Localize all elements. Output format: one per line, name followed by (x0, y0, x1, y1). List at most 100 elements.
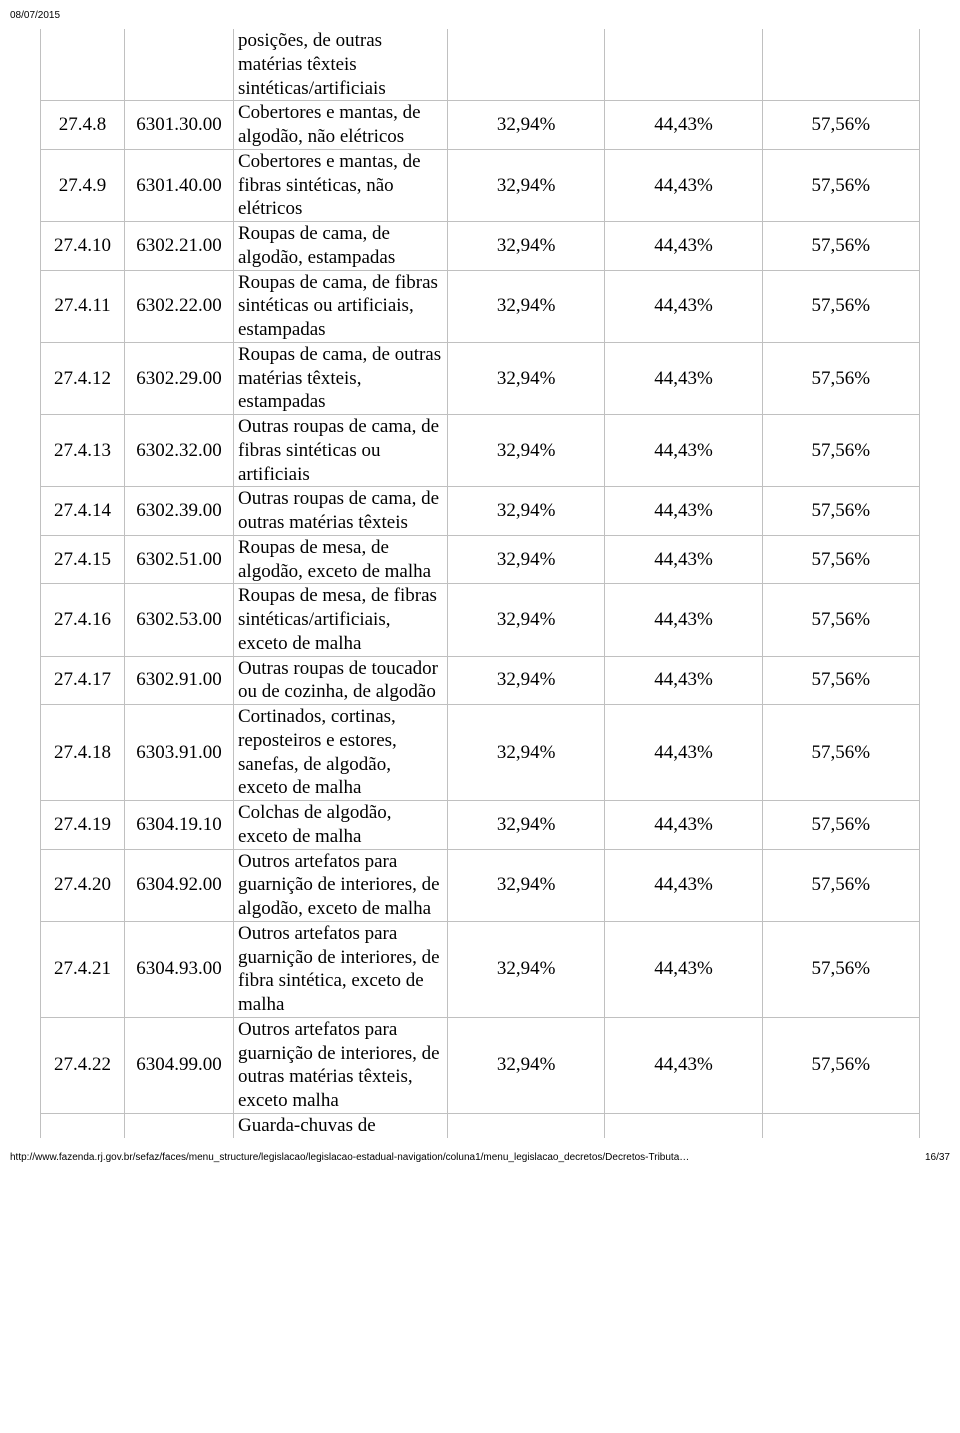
table-row: 27.4.216304.93.00Outros artefatos para g… (41, 921, 920, 1017)
cell-item-number: 27.4.9 (41, 149, 125, 221)
cell-percent-3: 57,56% (762, 487, 919, 536)
cell-percent-1: 32,94% (448, 342, 605, 414)
cell-percent-2: 44,43% (605, 415, 762, 487)
cell-percent-3: 57,56% (762, 1017, 919, 1113)
cell-percent-2: 44,43% (605, 487, 762, 536)
cell-item-number: 27.4.20 (41, 849, 125, 921)
cell-ncm-code: 6304.19.10 (125, 801, 234, 850)
cell-item-number: 27.4.14 (41, 487, 125, 536)
cell-percent-1: 32,94% (448, 849, 605, 921)
cell-description: Cobertores e mantas, de fibras sintética… (234, 149, 448, 221)
table-row: 27.4.116302.22.00Roupas de cama, de fibr… (41, 270, 920, 342)
cell-ncm-code: 6302.32.00 (125, 415, 234, 487)
cell-ncm-code: 6302.51.00 (125, 535, 234, 584)
cell-description: Roupas de cama, de algodão, estampadas (234, 222, 448, 271)
cell-percent-3: 57,56% (762, 342, 919, 414)
cell-description: Outros artefatos para guarnição de inter… (234, 1017, 448, 1113)
cell-description: Colchas de algodão, exceto de malha (234, 801, 448, 850)
cell-percent-1: 32,94% (448, 584, 605, 656)
cell-ncm-code: 6302.39.00 (125, 487, 234, 536)
cell-item-number: 27.4.13 (41, 415, 125, 487)
cell-percent-2: 44,43% (605, 101, 762, 150)
table-row: 27.4.86301.30.00Cobertores e mantas, de … (41, 101, 920, 150)
cell-item-number: 27.4.18 (41, 705, 125, 801)
cell-percent-3: 57,56% (762, 101, 919, 150)
cell-percent-1: 32,94% (448, 487, 605, 536)
cell-percent-3: 57,56% (762, 270, 919, 342)
cell-empty (125, 1113, 234, 1137)
table-row-fragment-top: posições, de outras matérias têxteis sin… (41, 29, 920, 101)
table-row: 27.4.176302.91.00Outras roupas de toucad… (41, 656, 920, 705)
cell-empty (605, 29, 762, 101)
cell-item-number: 27.4.17 (41, 656, 125, 705)
cell-ncm-code: 6301.40.00 (125, 149, 234, 221)
cell-percent-2: 44,43% (605, 222, 762, 271)
cell-desc: posições, de outras matérias têxteis sin… (234, 29, 448, 101)
cell-ncm-code: 6302.91.00 (125, 656, 234, 705)
cell-description: Roupas de mesa, de algodão, exceto de ma… (234, 535, 448, 584)
cell-ncm-code: 6303.91.00 (125, 705, 234, 801)
cell-empty (448, 29, 605, 101)
cell-percent-2: 44,43% (605, 149, 762, 221)
cell-percent-2: 44,43% (605, 1017, 762, 1113)
table-row: 27.4.126302.29.00Roupas de cama, de outr… (41, 342, 920, 414)
cell-percent-2: 44,43% (605, 584, 762, 656)
cell-percent-1: 32,94% (448, 656, 605, 705)
table-row-fragment-bottom: Guarda-chuvas de (41, 1113, 920, 1137)
cell-percent-1: 32,94% (448, 535, 605, 584)
cell-percent-3: 57,56% (762, 849, 919, 921)
cell-empty (41, 29, 125, 101)
page-date: 08/07/2015 (10, 10, 920, 21)
cell-description: Outros artefatos para guarnição de inter… (234, 921, 448, 1017)
cell-ncm-code: 6301.30.00 (125, 101, 234, 150)
cell-percent-1: 32,94% (448, 705, 605, 801)
cell-percent-3: 57,56% (762, 921, 919, 1017)
cell-description: Cortinados, cortinas, reposteiros e esto… (234, 705, 448, 801)
footer-url: http://www.fazenda.rj.gov.br/sefaz/faces… (10, 1152, 689, 1163)
page-footer: http://www.fazenda.rj.gov.br/sefaz/faces… (10, 1152, 950, 1163)
cell-percent-3: 57,56% (762, 222, 919, 271)
cell-percent-3: 57,56% (762, 801, 919, 850)
cell-percent-2: 44,43% (605, 270, 762, 342)
cell-item-number: 27.4.15 (41, 535, 125, 584)
cell-percent-1: 32,94% (448, 222, 605, 271)
cell-desc: Guarda-chuvas de (234, 1113, 448, 1137)
cell-description: Outros artefatos para guarnição de inter… (234, 849, 448, 921)
cell-percent-2: 44,43% (605, 849, 762, 921)
cell-percent-2: 44,43% (605, 921, 762, 1017)
table-row: 27.4.206304.92.00Outros artefatos para g… (41, 849, 920, 921)
cell-ncm-code: 6304.93.00 (125, 921, 234, 1017)
cell-description: Roupas de cama, de outras matérias têxte… (234, 342, 448, 414)
table-row: 27.4.96301.40.00Cobertores e mantas, de … (41, 149, 920, 221)
table-row: 27.4.166302.53.00Roupas de mesa, de fibr… (41, 584, 920, 656)
cell-description: Outras roupas de cama, de fibras sintéti… (234, 415, 448, 487)
cell-percent-1: 32,94% (448, 801, 605, 850)
cell-item-number: 27.4.8 (41, 101, 125, 150)
cell-percent-1: 32,94% (448, 921, 605, 1017)
cell-item-number: 27.4.12 (41, 342, 125, 414)
table-row: 27.4.146302.39.00Outras roupas de cama, … (41, 487, 920, 536)
cell-item-number: 27.4.22 (41, 1017, 125, 1113)
cell-percent-3: 57,56% (762, 705, 919, 801)
cell-empty (762, 1113, 919, 1137)
cell-percent-3: 57,56% (762, 415, 919, 487)
cell-percent-2: 44,43% (605, 342, 762, 414)
cell-ncm-code: 6302.22.00 (125, 270, 234, 342)
table-row: 27.4.156302.51.00Roupas de mesa, de algo… (41, 535, 920, 584)
cell-description: Outras roupas de toucador ou de cozinha,… (234, 656, 448, 705)
cell-ncm-code: 6302.53.00 (125, 584, 234, 656)
table-row: 27.4.226304.99.00Outros artefatos para g… (41, 1017, 920, 1113)
cell-ncm-code: 6304.92.00 (125, 849, 234, 921)
cell-empty (448, 1113, 605, 1137)
cell-percent-2: 44,43% (605, 535, 762, 584)
cell-percent-3: 57,56% (762, 149, 919, 221)
cell-item-number: 27.4.19 (41, 801, 125, 850)
table-row: 27.4.136302.32.00Outras roupas de cama, … (41, 415, 920, 487)
cell-empty (605, 1113, 762, 1137)
cell-empty (41, 1113, 125, 1137)
cell-empty (762, 29, 919, 101)
cell-description: Roupas de cama, de fibras sintéticas ou … (234, 270, 448, 342)
cell-percent-3: 57,56% (762, 656, 919, 705)
cell-percent-2: 44,43% (605, 705, 762, 801)
cell-item-number: 27.4.10 (41, 222, 125, 271)
